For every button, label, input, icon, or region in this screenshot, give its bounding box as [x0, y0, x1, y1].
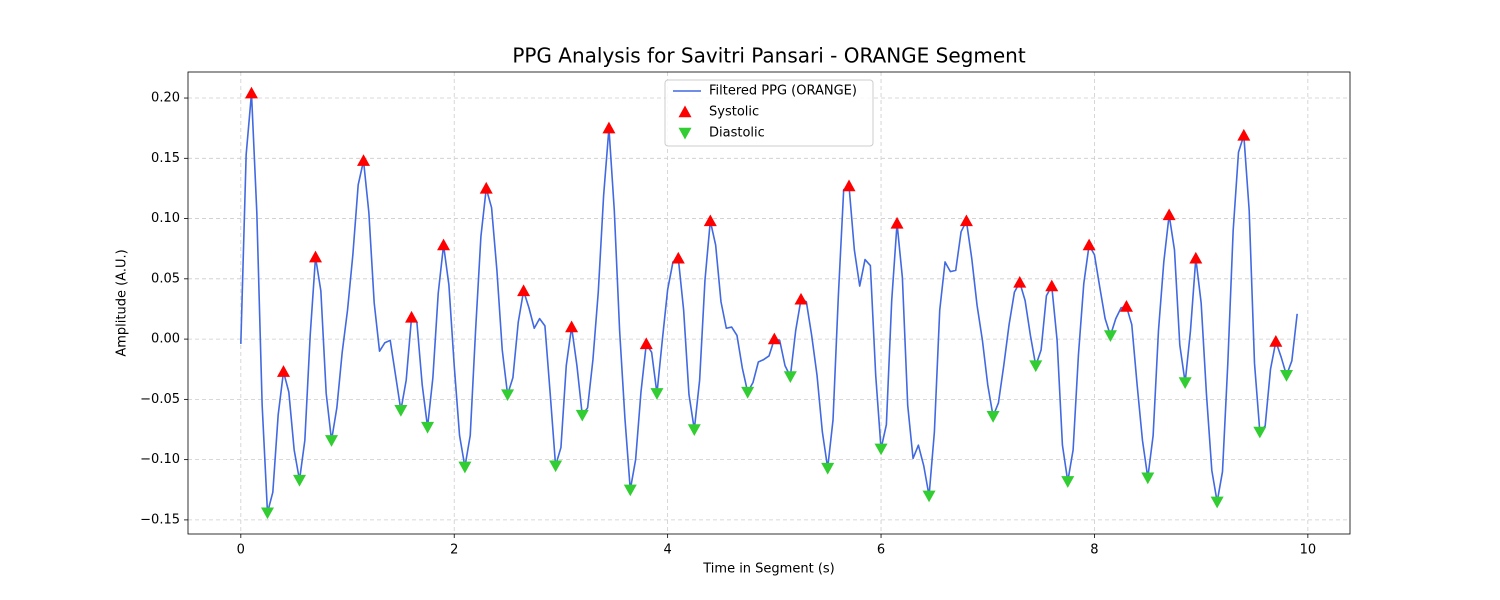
- x-tick-label: 8: [1090, 543, 1098, 558]
- peak-marker: [794, 292, 808, 305]
- plot-frame: [187, 71, 1351, 535]
- peak-marker: [741, 386, 755, 399]
- y-tick-label: 0.15: [151, 151, 180, 166]
- peak-marker: [405, 310, 419, 323]
- legend-box: [664, 79, 874, 147]
- peak-marker: [639, 337, 653, 350]
- peak-marker: [922, 490, 936, 503]
- peak-marker: [602, 121, 616, 134]
- peak-marker: [1045, 279, 1059, 292]
- y-tick-label: −0.15: [140, 512, 180, 527]
- y-tick-label: 0.00: [151, 332, 180, 347]
- peak-marker: [1189, 251, 1203, 264]
- legend-label: Diastolic: [709, 126, 765, 141]
- y-tick-label: 0.05: [151, 271, 180, 286]
- x-axis-label: Time in Segment (s): [702, 562, 834, 577]
- y-tick-label: 0.10: [151, 211, 180, 226]
- peak-marker: [549, 460, 563, 473]
- y-tick-label: 0.20: [151, 91, 180, 106]
- peak-marker: [703, 214, 717, 227]
- peak-marker: [1013, 275, 1027, 288]
- peak-marker: [565, 320, 579, 333]
- ppg-line: [240, 92, 1298, 514]
- peak-marker: [501, 389, 515, 402]
- chart-title: PPG Analysis for Savitri Pansari - ORANG…: [512, 44, 1026, 68]
- peak-marker: [575, 409, 589, 422]
- x-tick-label: 4: [663, 543, 671, 558]
- legend-label: Systolic: [709, 105, 759, 120]
- peak-marker: [517, 284, 531, 297]
- peak-marker: [986, 411, 1000, 423]
- peak-marker: [1141, 472, 1155, 485]
- peak-marker: [821, 462, 835, 475]
- peak-marker: [357, 154, 371, 166]
- legend-swatch: [678, 127, 692, 140]
- peak-marker: [1178, 377, 1192, 389]
- x-tick-label: 10: [1300, 543, 1317, 558]
- peak-marker: [783, 371, 797, 383]
- peak-marker: [767, 332, 781, 345]
- peak-marker: [276, 365, 290, 377]
- x-tick-label: 0: [237, 543, 245, 558]
- peak-marker: [890, 216, 904, 229]
- peak-marker: [293, 474, 307, 487]
- peak-marker: [260, 507, 274, 520]
- peak-marker: [309, 250, 323, 263]
- peak-marker: [421, 421, 435, 434]
- peak-marker: [1029, 360, 1043, 373]
- peak-marker: [842, 179, 856, 192]
- peak-marker: [671, 251, 685, 264]
- peak-marker: [959, 214, 973, 227]
- peak-marker: [1082, 238, 1096, 251]
- peak-marker: [1061, 476, 1075, 488]
- peak-marker: [479, 181, 493, 194]
- peak-marker: [874, 443, 888, 456]
- peak-marker: [1119, 300, 1133, 312]
- y-tick-label: −0.05: [140, 392, 180, 407]
- peak-marker: [458, 461, 472, 474]
- peak-marker: [1237, 128, 1251, 141]
- y-axis-label: Amplitude (A.U.): [115, 249, 130, 356]
- peak-marker: [394, 405, 408, 417]
- peak-marker: [1253, 426, 1267, 439]
- peak-marker: [1210, 496, 1224, 509]
- x-tick-label: 2: [450, 543, 458, 558]
- peak-marker: [437, 238, 451, 251]
- peak-marker: [325, 435, 339, 447]
- peak-marker: [1280, 370, 1294, 382]
- peak-marker: [1162, 208, 1176, 221]
- peak-marker: [244, 86, 258, 99]
- peak-marker: [650, 388, 664, 400]
- peak-marker: [1103, 330, 1117, 342]
- legend-swatch: [678, 105, 692, 118]
- legend-label: Filtered PPG (ORANGE): [709, 84, 857, 99]
- peak-marker: [623, 484, 637, 497]
- peak-marker: [687, 424, 701, 436]
- y-tick-label: −0.10: [140, 452, 180, 467]
- peak-marker: [1269, 335, 1283, 347]
- x-tick-label: 6: [877, 543, 885, 558]
